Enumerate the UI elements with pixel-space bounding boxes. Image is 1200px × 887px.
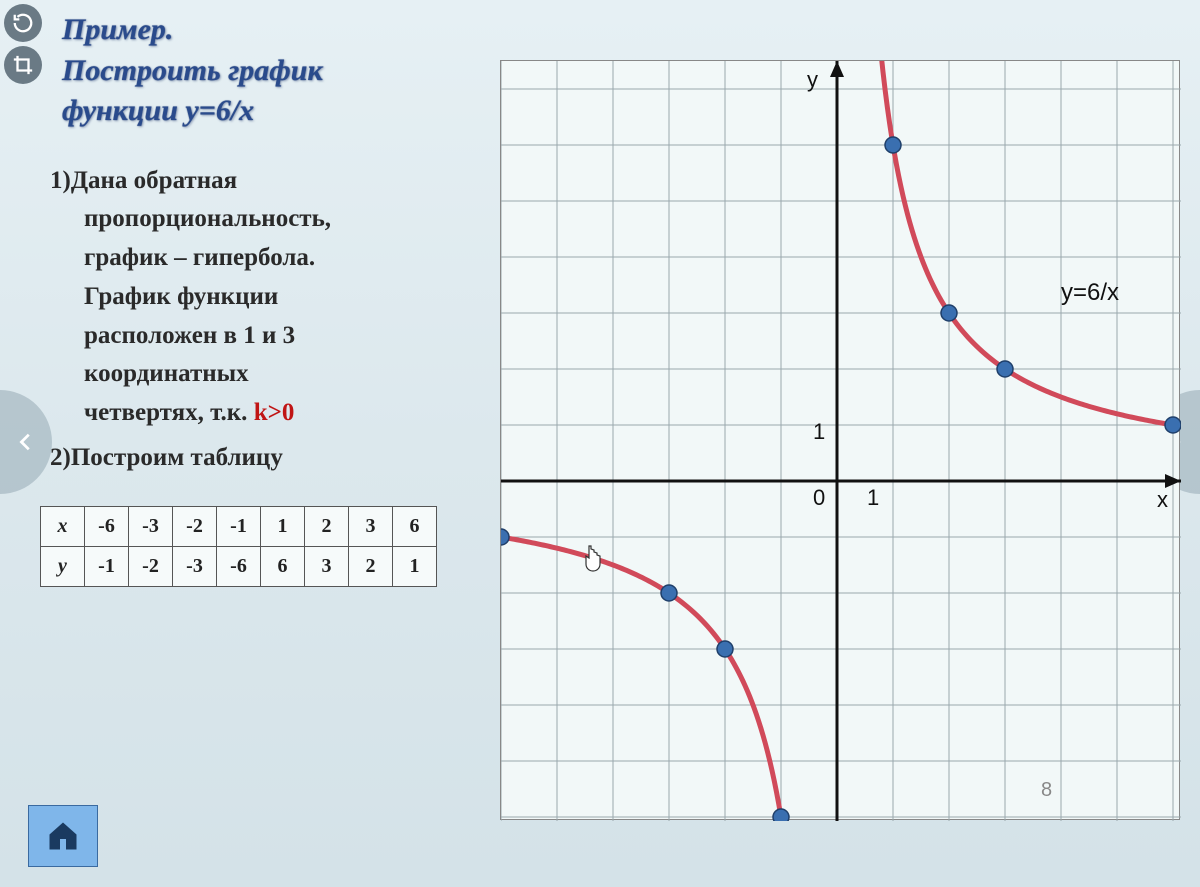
- item1-lead: 1)Дана обратная: [50, 167, 237, 194]
- table-cell: 1: [261, 506, 305, 546]
- table-cell: 2: [349, 546, 393, 586]
- page-number: 8: [1041, 779, 1052, 802]
- table-cell: -3: [173, 546, 217, 586]
- title-line-2: Построить график: [40, 51, 480, 92]
- table-cell: -6: [85, 506, 129, 546]
- table-cell: -3: [129, 506, 173, 546]
- crop-icon[interactable]: [4, 46, 42, 84]
- table-row-label: x: [41, 506, 85, 546]
- table-cell: 3: [349, 506, 393, 546]
- item1-l2: пропорциональность,: [50, 200, 480, 239]
- table-row-label: y: [41, 546, 85, 586]
- home-button[interactable]: [28, 805, 98, 867]
- x-axis-label: x: [1157, 487, 1168, 513]
- table-cell: 3: [305, 546, 349, 586]
- rotate-icon[interactable]: [4, 4, 42, 42]
- table-cell: -2: [129, 546, 173, 586]
- item2: 2)Построим таблицу: [50, 444, 283, 471]
- k-condition: k>0: [254, 399, 295, 426]
- body-text: 1)Дана обратная пропорциональность, граф…: [40, 162, 480, 478]
- item1-l3: график – гипербола.: [50, 239, 480, 278]
- table-cell: 6: [393, 506, 437, 546]
- unit-label-y: 1: [813, 419, 825, 445]
- values-table: x-6-3-2-11236y-1-2-3-66321: [40, 506, 437, 587]
- text-column: Пример. Построить график функции y=6/x 1…: [40, 10, 480, 587]
- table-cell: 2: [305, 506, 349, 546]
- table-cell: -6: [217, 546, 261, 586]
- table-cell: -1: [85, 546, 129, 586]
- item1-l5: расположен в 1 и 3: [50, 317, 480, 356]
- y-axis-label: y: [807, 67, 818, 93]
- home-icon: [43, 818, 83, 854]
- table-cell: 6: [261, 546, 305, 586]
- function-label: y=6/x: [1061, 279, 1119, 307]
- table-cell: -1: [217, 506, 261, 546]
- title-line-3: функции y=6/x: [40, 91, 480, 132]
- item1-l6: координатных: [50, 355, 480, 394]
- origin-label: 0: [813, 485, 825, 511]
- title-line-1: Пример.: [40, 10, 480, 51]
- unit-label-x: 1: [867, 485, 879, 511]
- table-row: x-6-3-2-11236: [41, 506, 437, 546]
- table-row: y-1-2-3-66321: [41, 546, 437, 586]
- chart: y x 0 1 1 y=6/x 8: [500, 60, 1180, 820]
- chart-svg: [501, 61, 1181, 821]
- item1-l7: четвертях, т.к. k>0: [50, 394, 480, 433]
- table-cell: 1: [393, 546, 437, 586]
- table-cell: -2: [173, 506, 217, 546]
- title-block: Пример. Построить график функции y=6/x: [40, 10, 480, 132]
- item1-l4: График функции: [50, 278, 480, 317]
